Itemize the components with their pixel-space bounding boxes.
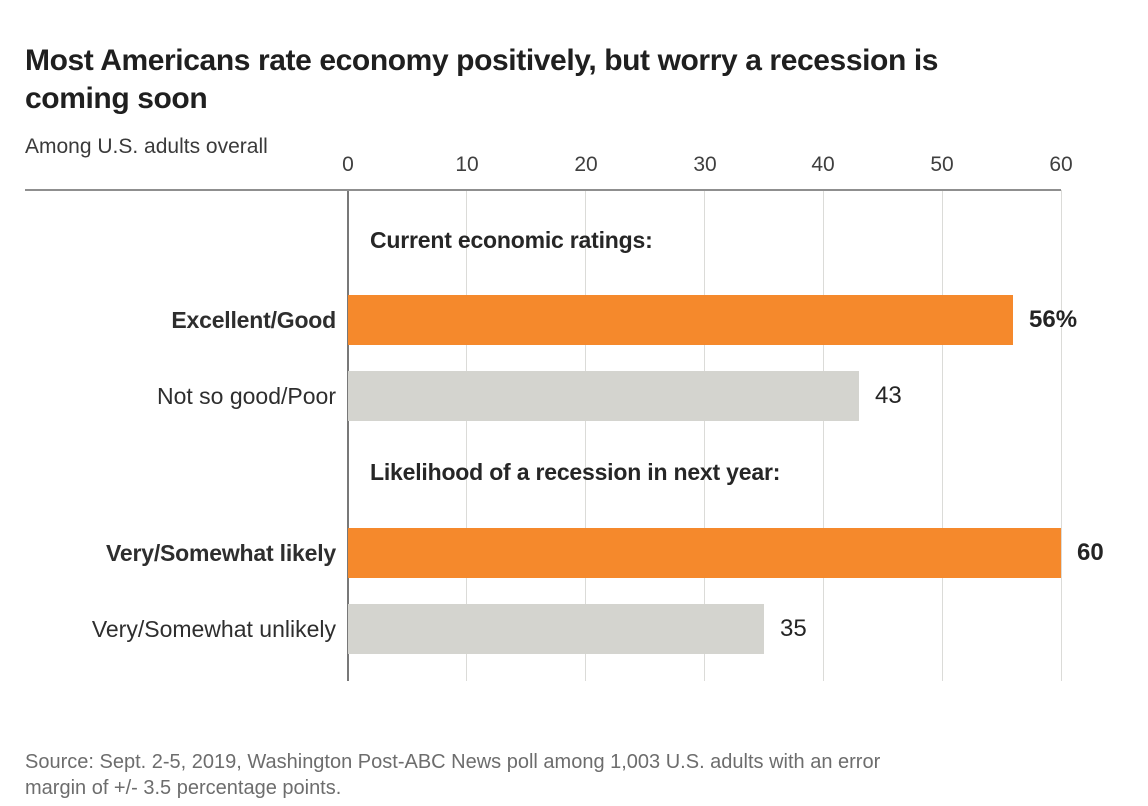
bar-very-somewhat-likely: [348, 528, 1061, 578]
gridline: [704, 190, 705, 681]
gridline: [1061, 190, 1062, 681]
value-label-not-so-good-poor: 43: [875, 382, 902, 409]
x-axis-line: [25, 189, 1061, 191]
value-label-very-somewhat-unlikely: 35: [780, 615, 807, 642]
gridline: [466, 190, 467, 681]
zero-baseline-gridline: [347, 190, 349, 681]
axis-tick-label: 20: [574, 153, 598, 176]
gridline: [942, 190, 943, 681]
chart-title-line: coming soon: [25, 82, 208, 116]
category-label-excellent-good: Excellent/Good: [171, 307, 336, 333]
section-header-likelihood-of-a-recession-in-next-year: Likelihood of a recession in next year:: [370, 459, 781, 485]
bar-not-so-good-poor: [348, 371, 859, 421]
axis-tick-label: 50: [930, 153, 954, 176]
value-label-excellent-good: 56%: [1029, 306, 1078, 333]
gridline: [823, 190, 824, 681]
chart-title-line: Most Americans rate economy positively, …: [25, 44, 939, 78]
source-note: Source: Sept. 2-5, 2019, Washington Post…: [25, 749, 880, 801]
category-label-very-somewhat-likely: Very/Somewhat likely: [106, 540, 336, 566]
category-label-not-so-good-poor: Not so good/Poor: [156, 383, 336, 409]
axis-tick-label: 0: [342, 153, 354, 176]
value-label-very-somewhat-likely: 60: [1077, 539, 1104, 566]
axis-tick-label: 30: [693, 153, 717, 176]
category-label-very-somewhat-unlikely: Very/Somewhat unlikely: [91, 616, 336, 642]
chart-title: Most Americans rate economy positively, …: [25, 42, 1135, 118]
axis-tick-label: 40: [811, 153, 835, 176]
gridline: [585, 190, 586, 681]
axis-tick-label: 60: [1049, 153, 1073, 176]
bar-excellent-good: [348, 295, 1013, 345]
section-header-current-economic-ratings: Current economic ratings:: [370, 227, 653, 253]
axis-tick-label: 10: [455, 153, 479, 176]
bar-very-somewhat-unlikely: [348, 604, 764, 654]
chart-subtitle: Among U.S. adults overall: [25, 135, 268, 158]
source-note-line: margin of +/- 3.5 percentage points.: [25, 777, 342, 799]
source-note-line: Source: Sept. 2-5, 2019, Washington Post…: [25, 751, 881, 773]
